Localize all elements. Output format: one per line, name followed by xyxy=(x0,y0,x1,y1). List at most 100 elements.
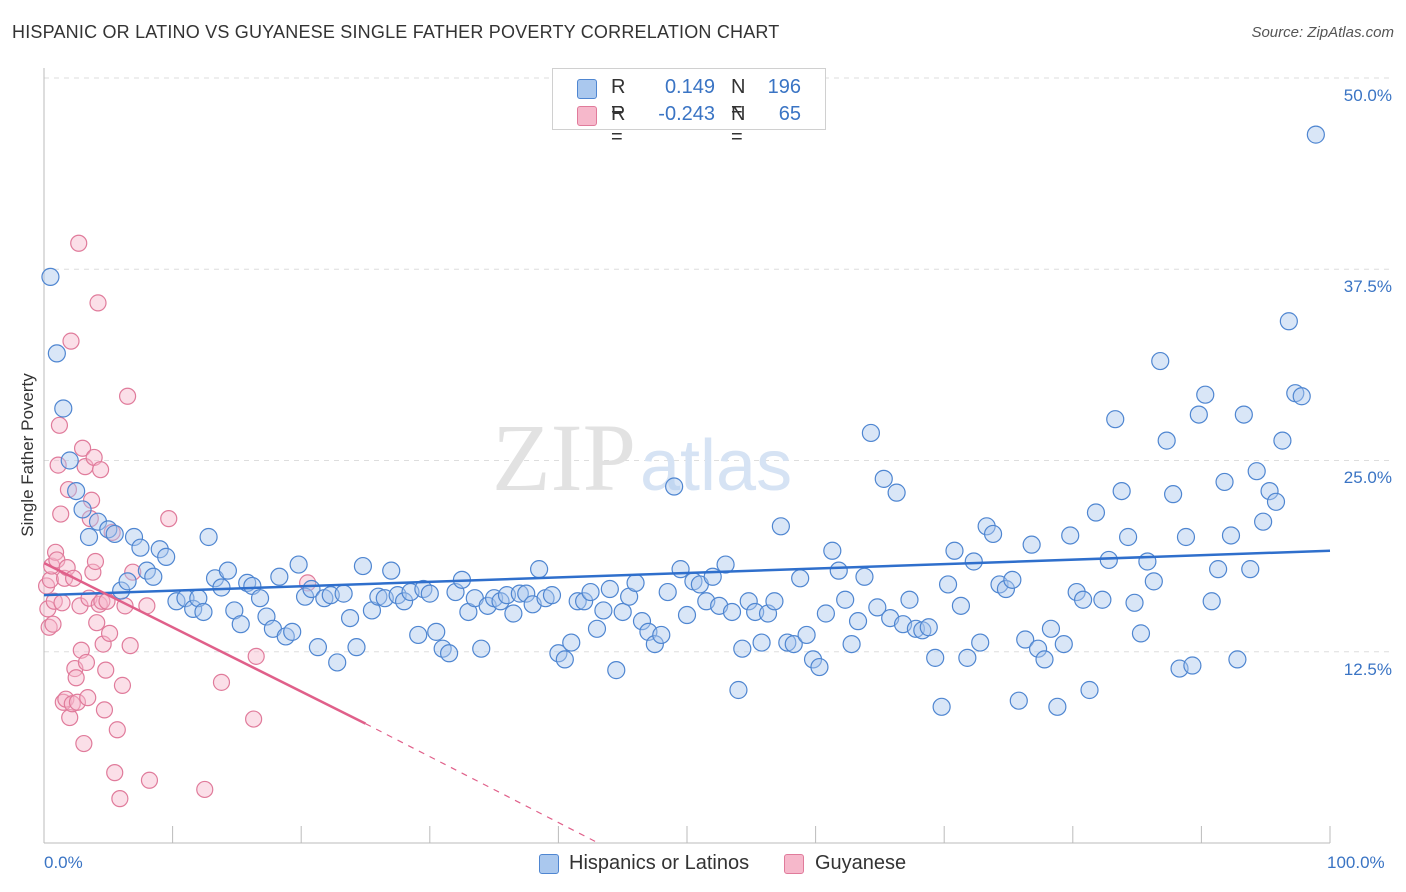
hispanic-point xyxy=(231,615,250,634)
hispanic-point xyxy=(124,527,144,547)
axes xyxy=(43,68,1331,844)
guyanese-point xyxy=(196,780,214,799)
y-tick-label: 25.0% xyxy=(1343,468,1392,487)
hispanic-point xyxy=(1247,462,1266,481)
hispanic-point xyxy=(99,520,118,539)
hispanic-point xyxy=(810,657,829,677)
hispanic-point xyxy=(308,638,328,657)
trend-lines xyxy=(43,549,1331,844)
hispanic-point xyxy=(626,573,645,593)
guyanese-point xyxy=(106,764,124,782)
hispanic-point xyxy=(347,638,366,657)
hispanic-point xyxy=(1112,482,1131,501)
hispanic-point xyxy=(1273,431,1292,450)
hispanic-point xyxy=(575,592,594,611)
hispanic-point xyxy=(1234,405,1253,424)
r-value: -0.243 xyxy=(658,103,715,125)
hispanic-point xyxy=(414,579,433,599)
hispanic-point xyxy=(199,527,218,547)
guyanese-point xyxy=(50,416,69,434)
hispanic-point xyxy=(144,567,163,586)
hispanic-point xyxy=(861,423,880,443)
hispanic-point xyxy=(1260,482,1279,501)
hispanic-point xyxy=(1080,680,1099,700)
r-label: R = xyxy=(611,76,626,121)
hispanic-point xyxy=(739,592,758,611)
guyanese-point xyxy=(62,332,80,350)
hispanic-point xyxy=(276,627,295,646)
hispanic-point xyxy=(1099,550,1118,570)
hispanic-point xyxy=(1028,639,1048,658)
hispanic-point xyxy=(797,625,816,645)
hispanic-point xyxy=(112,581,131,600)
hispanic-point xyxy=(1106,410,1125,429)
hispanic-point xyxy=(868,598,887,617)
hispanic-point xyxy=(555,650,574,669)
hispanic-point xyxy=(328,653,347,672)
hispanic-point xyxy=(652,625,671,645)
hispanic-point xyxy=(1048,697,1067,716)
hispanic-point xyxy=(816,604,835,623)
guyanese-trend-extension xyxy=(365,723,599,844)
hispanic-point xyxy=(842,634,861,654)
hispanic-point xyxy=(568,592,587,611)
hispanic-point xyxy=(951,596,971,615)
hispanic-point xyxy=(658,582,677,602)
hispanic-point xyxy=(855,567,874,586)
hispanic-point xyxy=(932,697,951,716)
guyanese-point xyxy=(140,771,159,789)
hispanic-point xyxy=(964,552,983,571)
watermark: ZIP atlas xyxy=(492,404,792,511)
hispanic-point xyxy=(752,633,771,652)
hispanic-point xyxy=(1093,590,1112,609)
hispanic-point xyxy=(369,587,388,606)
hispanic-point xyxy=(778,633,797,652)
guyanese-point xyxy=(84,563,102,581)
hispanic-point xyxy=(1035,650,1054,669)
hispanic-point xyxy=(394,592,414,611)
hispanic-point xyxy=(938,575,958,594)
guyanese-point xyxy=(73,439,92,457)
hispanic-point xyxy=(665,477,684,496)
guyanese-point xyxy=(52,505,70,523)
guyanese-point xyxy=(121,637,139,655)
hispanic-point xyxy=(1131,624,1151,643)
hispanic-point xyxy=(439,644,459,663)
watermark-atlas: atlas xyxy=(640,426,792,506)
hispanic-point xyxy=(1003,570,1022,589)
guyanese-point xyxy=(113,676,132,695)
hispanic-point xyxy=(784,634,803,654)
hispanic-point xyxy=(472,639,491,658)
hispanic-point xyxy=(729,680,748,700)
hispanic-point xyxy=(1228,650,1247,669)
n-value: 196 xyxy=(767,76,801,98)
guyanese-swatch xyxy=(577,106,597,126)
bottom-legend-guyanese-label: Guyanese xyxy=(815,852,907,874)
hispanic-point xyxy=(1073,590,1093,609)
hispanic-point xyxy=(1306,125,1325,144)
bottom-legend-hispanic-swatch xyxy=(539,854,559,874)
hispanic-point xyxy=(983,524,1003,544)
guyanese-point xyxy=(70,234,88,252)
hispanic-point xyxy=(353,556,373,576)
hispanic-point xyxy=(926,648,945,667)
hispanic-point xyxy=(607,661,626,680)
hispanic-swatch xyxy=(577,79,597,99)
guyanese-point xyxy=(59,480,78,499)
hispanic-point xyxy=(283,622,302,641)
hispanic-point xyxy=(1215,472,1234,492)
hispanic-point xyxy=(1292,387,1311,406)
hispanic-point xyxy=(184,599,203,619)
hispanic-point xyxy=(722,602,742,622)
hispanic-point xyxy=(1254,512,1273,531)
hispanic-point xyxy=(1164,485,1183,504)
hispanic-point xyxy=(1202,592,1221,611)
chart-title: HISPANIC OR LATINO VS GUYANESE SINGLE FA… xyxy=(12,22,780,42)
hispanic-point xyxy=(848,612,868,631)
hispanic-point xyxy=(733,639,752,658)
hispanic-point xyxy=(1151,351,1170,371)
hispanic-point xyxy=(504,604,523,623)
hispanic-point xyxy=(47,344,66,363)
guyanese-points xyxy=(37,234,317,808)
stats-legend: R = 0.149 N = 196 R = -0.243 N = 65 xyxy=(552,68,826,148)
